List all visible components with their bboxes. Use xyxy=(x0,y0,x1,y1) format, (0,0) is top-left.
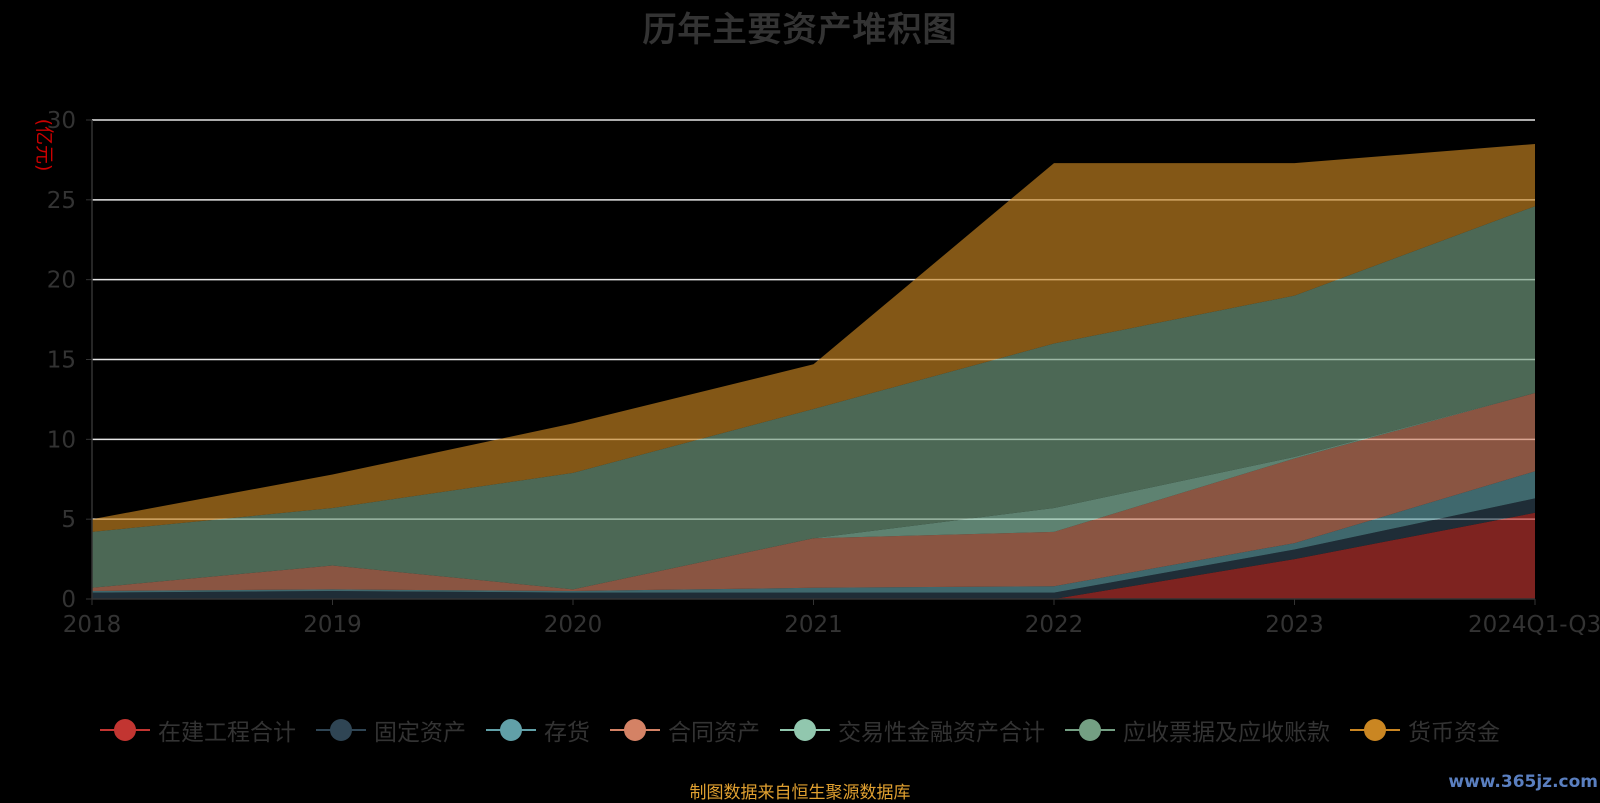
legend-label: 交易性金融资产合计 xyxy=(838,720,1045,746)
legend-item-1[interactable]: 固定资产 xyxy=(316,713,466,747)
legend-label: 应收票据及应收账款 xyxy=(1123,720,1330,746)
x-tick-label: 2020 xyxy=(544,612,603,638)
x-tick-label: 2018 xyxy=(63,612,122,638)
y-tick-label: 5 xyxy=(61,507,76,533)
legend-item-4[interactable]: 交易性金融资产合计 xyxy=(780,713,1045,747)
axes: 0 5 10 15 20 25 30 2018 2019 2020 2021 2022 2023 2024… xyxy=(47,108,1600,638)
legend-label: 存货 xyxy=(544,720,590,746)
legend-item-3[interactable]: 合同资产 xyxy=(610,713,760,747)
legend-marker-icon xyxy=(1065,718,1115,742)
legend-item-5[interactable]: 应收票据及应收账款 xyxy=(1065,713,1330,747)
legend-marker-icon xyxy=(316,718,366,742)
x-tick-label: 2022 xyxy=(1025,612,1084,638)
y-tick-label: 0 xyxy=(61,587,76,613)
legend-label: 在建工程合计 xyxy=(158,720,296,746)
y-tick-label: 15 xyxy=(47,348,76,374)
legend: 在建工程合计 固定资产 存货 合同资产 交易性金融资产合计 应收票据及应收账款 货币资金 xyxy=(0,713,1600,747)
y-axis-unit-label: (亿元) xyxy=(33,119,55,172)
legend-label: 固定资产 xyxy=(374,720,466,746)
y-tick-label: 25 xyxy=(47,188,76,214)
legend-label: 合同资产 xyxy=(668,720,760,746)
legend-marker-icon xyxy=(100,718,150,742)
area-series-3[interactable] xyxy=(92,393,1535,591)
legend-marker-icon xyxy=(1350,718,1400,742)
y-tick-label: 30 xyxy=(47,108,76,134)
area-series-1[interactable] xyxy=(92,498,1535,599)
source-note: 制图数据来自恒生聚源数据库 xyxy=(689,783,911,803)
y-tick-label: 20 xyxy=(47,268,76,294)
x-tick-label: 2023 xyxy=(1265,612,1324,638)
area-series-6[interactable] xyxy=(92,144,1535,532)
legend-item-0[interactable]: 在建工程合计 xyxy=(100,713,296,747)
watermark: www.365jz.com xyxy=(1448,772,1598,792)
legend-label: 货币资金 xyxy=(1408,720,1500,746)
legend-item-2[interactable]: 存货 xyxy=(486,713,590,747)
legend-marker-icon xyxy=(780,718,830,742)
x-tick-label: 2019 xyxy=(303,612,362,638)
legend-marker-icon xyxy=(486,718,536,742)
legend-marker-icon xyxy=(610,718,660,742)
y-tick-label: 10 xyxy=(47,427,76,453)
chart-title: 历年主要资产堆积图 xyxy=(642,10,958,50)
x-tick-label: 2024Q1-Q3 xyxy=(1468,612,1600,638)
x-tick-label: 2021 xyxy=(784,612,843,638)
area-series-5[interactable] xyxy=(92,206,1535,590)
legend-item-6[interactable]: 货币资金 xyxy=(1350,713,1500,747)
area-series-layer xyxy=(92,144,1535,599)
area-series-0[interactable] xyxy=(92,512,1535,599)
